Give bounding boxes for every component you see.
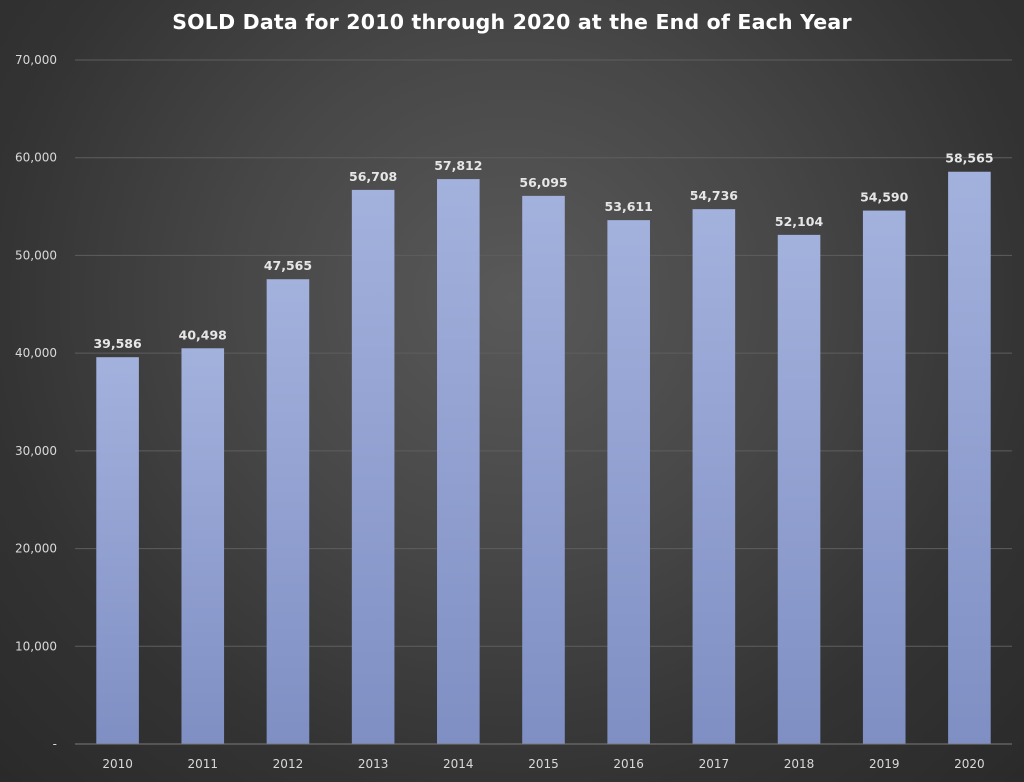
x-tick-label: 2013 [358, 757, 389, 771]
data-labels: 39,586 40,498 47,565 56,708 57,812 56,095 53,6… [93, 151, 993, 351]
x-tick-label: 2011 [187, 757, 218, 771]
bar [777, 234, 821, 744]
data-label: 39,586 [93, 336, 142, 351]
data-label: 52,104 [775, 214, 824, 229]
x-tick-label: 2020 [954, 757, 985, 771]
x-tick-label: 2016 [613, 757, 644, 771]
x-tick-label: 2012 [273, 757, 304, 771]
y-tick-label: 30,000 [15, 444, 57, 458]
bar [948, 171, 991, 745]
data-label: 54,736 [690, 188, 739, 203]
y-tick-label: 60,000 [15, 151, 57, 165]
x-tick-label: 2014 [443, 757, 474, 771]
x-tick-label: 2019 [869, 757, 900, 771]
x-tick-label: 2017 [699, 757, 730, 771]
bar [437, 179, 480, 744]
data-label: 56,095 [519, 175, 567, 190]
x-tick-label: 2010 [102, 757, 133, 771]
bar [522, 195, 565, 745]
data-label: 57,812 [434, 158, 482, 173]
bar [181, 348, 225, 744]
y-tick-label: 50,000 [15, 248, 57, 262]
bar [862, 210, 906, 745]
y-tick-label: - [53, 737, 57, 751]
bar [351, 189, 395, 744]
y-tick-label: 70,000 [15, 53, 57, 67]
bar [96, 357, 139, 744]
bar [692, 209, 736, 744]
data-label: 58,565 [945, 151, 993, 166]
data-label: 40,498 [179, 327, 227, 342]
data-label: 54,590 [860, 190, 909, 205]
bar [607, 220, 650, 745]
y-tick-label: 20,000 [15, 542, 57, 556]
data-label: 47,565 [264, 258, 312, 273]
x-tick-label: 2018 [784, 757, 815, 771]
y-tick-label: 10,000 [15, 639, 57, 653]
data-label: 56,708 [349, 169, 397, 184]
axes: - 10,000 20,000 30,000 40,000 50,000 60,000 70,… [15, 53, 1012, 771]
bar [266, 279, 310, 744]
bars [96, 171, 991, 745]
y-tick-label: 40,000 [15, 346, 57, 360]
x-tick-label: 2015 [528, 757, 559, 771]
data-label: 53,611 [605, 199, 653, 214]
chart-title: SOLD Data for 2010 through 2020 at the E… [172, 10, 852, 34]
